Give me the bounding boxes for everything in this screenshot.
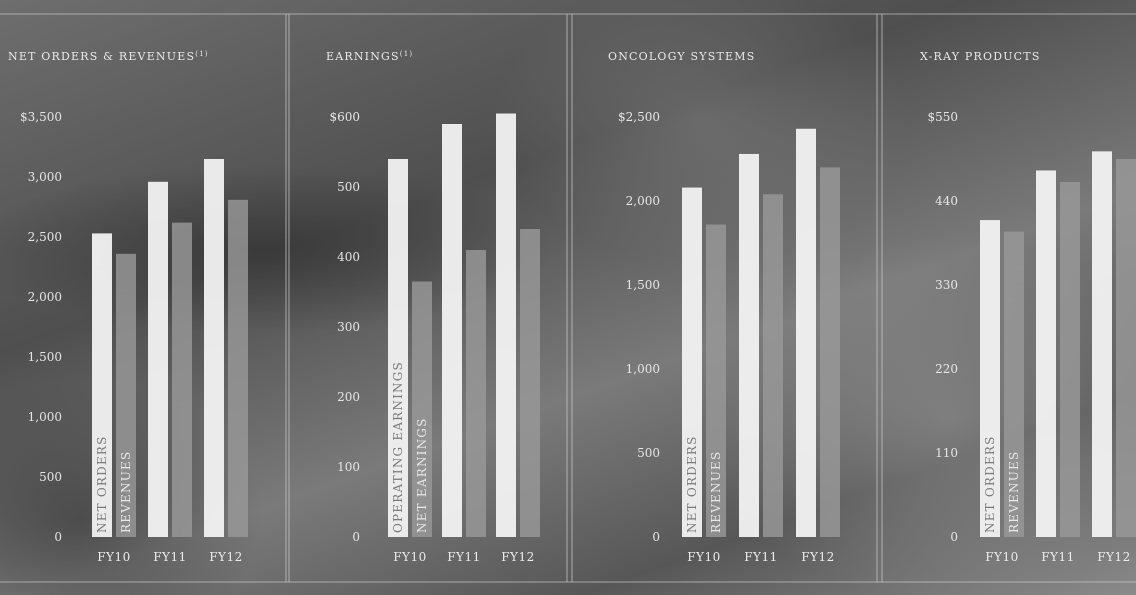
chart-title: X-RAY PRODUCTS — [920, 50, 1041, 63]
bar-revenues — [763, 194, 783, 537]
x-tick-label: FY12 — [1097, 550, 1131, 564]
bar-net-orders — [92, 233, 112, 537]
bar-revenues — [1004, 231, 1024, 537]
bar-net-earnings — [466, 250, 486, 537]
bar-net-orders — [796, 128, 816, 537]
bar-revenues — [820, 167, 840, 537]
y-tick-label: 100 — [337, 460, 360, 474]
y-tick-label: $3,500 — [20, 110, 62, 124]
series-label: REVENUES — [709, 451, 723, 533]
x-tick-label: FY11 — [153, 550, 187, 564]
chart-title: EARNINGS(1) — [326, 50, 413, 63]
bar-net-orders — [1036, 170, 1056, 538]
y-tick-label: 400 — [337, 250, 360, 264]
y-tick-label: 500 — [39, 470, 62, 484]
bar-operating-earnings — [388, 159, 408, 537]
series-label: NET ORDERS — [983, 435, 997, 533]
y-tick-label: 0 — [352, 530, 360, 544]
y-tick-label: 0 — [950, 530, 958, 544]
series-label: NET EARNINGS — [415, 418, 429, 534]
bar-net-orders — [204, 159, 224, 537]
y-tick-label: 500 — [337, 180, 360, 194]
x-tick-label: FY12 — [501, 550, 535, 564]
y-tick-label: 1,000 — [626, 362, 660, 376]
bar-net-orders — [682, 187, 702, 537]
x-tick-label: FY10 — [985, 550, 1019, 564]
series-label: OPERATING EARNINGS — [391, 361, 405, 533]
x-tick-label: FY11 — [1041, 550, 1075, 564]
y-tick-label: 500 — [637, 446, 660, 460]
bar-revenues — [1060, 181, 1080, 537]
y-tick-label: 0 — [652, 530, 660, 544]
y-tick-label: 1,000 — [28, 410, 62, 424]
x-tick-label: FY12 — [209, 550, 243, 564]
y-tick-label: 110 — [935, 446, 958, 460]
bar-net-orders — [1092, 151, 1112, 537]
x-tick-label: FY10 — [687, 550, 721, 564]
y-tick-label: 1,500 — [626, 278, 660, 292]
y-tick-label: 2,000 — [626, 194, 660, 208]
x-tick-label: FY10 — [393, 550, 427, 564]
bar-revenues — [228, 199, 248, 538]
y-tick-label: 330 — [935, 278, 958, 292]
x-tick-label: FY12 — [801, 550, 835, 564]
bar-operating-earnings — [496, 113, 516, 537]
bar-net-orders — [148, 181, 168, 538]
x-tick-label: FY11 — [447, 550, 481, 564]
y-tick-label: 440 — [935, 194, 958, 208]
y-tick-label: 0 — [54, 530, 62, 544]
series-label: REVENUES — [1007, 451, 1021, 533]
x-tick-label: FY11 — [744, 550, 778, 564]
y-tick-label: 2,000 — [28, 290, 62, 304]
series-label: REVENUES — [119, 451, 133, 533]
bar-net-earnings — [520, 229, 540, 537]
bar-revenues — [706, 224, 726, 537]
y-tick-label: $600 — [329, 110, 360, 124]
series-label: NET ORDERS — [95, 435, 109, 533]
bar-net-earnings — [412, 281, 432, 537]
bar-revenues — [116, 253, 136, 538]
chart-title-footnote: (1) — [195, 50, 209, 58]
y-tick-label: 1,500 — [28, 350, 62, 364]
y-tick-label: 3,000 — [28, 170, 62, 184]
bar-operating-earnings — [442, 124, 462, 537]
bar-net-orders — [739, 153, 759, 537]
y-tick-label: 300 — [337, 320, 360, 334]
y-tick-label: $2,500 — [618, 110, 660, 124]
chart-title: ONCOLOGY SYSTEMS — [608, 50, 755, 63]
bar-revenues — [172, 222, 192, 537]
bar-revenues — [1116, 159, 1136, 537]
bar-net-orders — [980, 220, 1000, 537]
series-label: NET ORDERS — [685, 435, 699, 533]
chart-title: NET ORDERS & REVENUES(1) — [8, 50, 209, 63]
chart-title-footnote: (1) — [400, 50, 414, 58]
y-tick-label: 200 — [337, 390, 360, 404]
y-tick-label: $550 — [927, 110, 958, 124]
x-tick-label: FY10 — [97, 550, 131, 564]
y-tick-label: 2,500 — [28, 230, 62, 244]
y-tick-label: 220 — [935, 362, 958, 376]
